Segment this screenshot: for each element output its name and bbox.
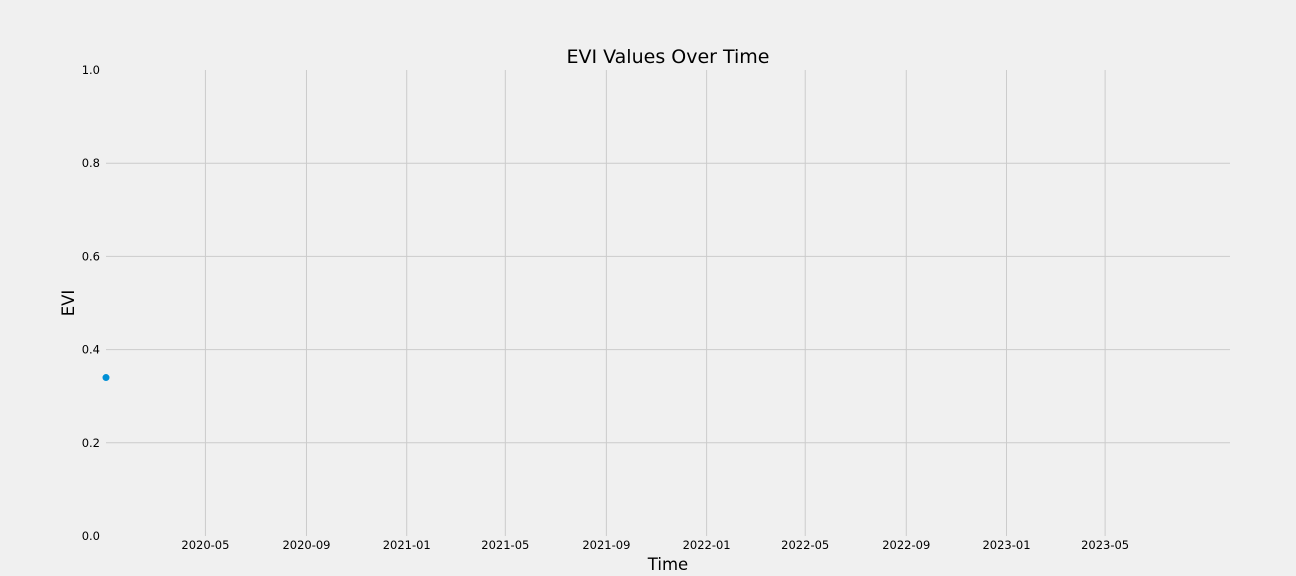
y-axis-title: EVI [59, 290, 78, 317]
x-tick-label: 2020-09 [282, 538, 330, 552]
y-tick-label: 0.6 [82, 249, 100, 263]
x-tick-label: 2020-05 [181, 538, 229, 552]
x-axis-title: Time [647, 555, 688, 574]
y-tick-label: 1.0 [82, 63, 100, 77]
y-tick-label: 0.2 [82, 436, 100, 450]
x-tick-label: 2022-09 [882, 538, 930, 552]
y-tick-label: 0.8 [82, 156, 100, 170]
y-tick-label: 0.0 [82, 529, 100, 543]
x-tick-label: 2022-01 [683, 538, 731, 552]
y-tick-label: 0.4 [82, 343, 100, 357]
x-tick-label: 2021-09 [582, 538, 630, 552]
x-tick-label: 2022-05 [781, 538, 829, 552]
x-tick-label: 2023-05 [1081, 538, 1129, 552]
x-tick-label: 2021-01 [383, 538, 431, 552]
chart-title: EVI Values Over Time [567, 46, 770, 68]
x-tick-label: 2021-05 [481, 538, 529, 552]
data-point [102, 374, 110, 382]
tick-labels: 2020-05 2020-09 2021-01 2021-05 2021-09 2022-… [82, 63, 1129, 552]
x-tick-label: 2023-01 [982, 538, 1030, 552]
series-layer [102, 374, 110, 382]
grid [106, 70, 1230, 536]
